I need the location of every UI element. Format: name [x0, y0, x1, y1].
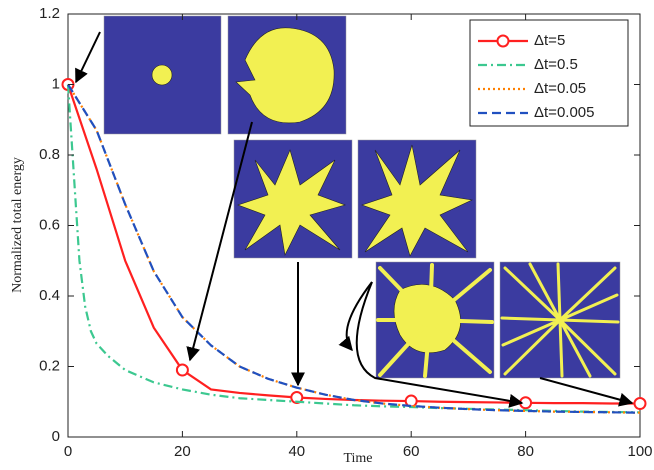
legend-label: Δt=5 [534, 32, 565, 49]
y-tick-label: 1 [52, 75, 60, 92]
chart: Normalized total energy Time 0 0.2 0.4 0.6 0… [0, 0, 654, 470]
y-tick-label: 0.4 [39, 287, 60, 304]
x-axis-label: Time [343, 451, 372, 466]
y-tick-label: 0 [52, 428, 60, 445]
x-tick-label: 100 [627, 443, 652, 460]
y-axis-label: Normalized total energy [10, 157, 25, 293]
y-tick-label: 0.8 [39, 146, 60, 163]
x-tick-label: 40 [288, 443, 305, 460]
x-tick-label: 60 [403, 443, 420, 460]
legend-label: Δt=0.5 [534, 56, 578, 73]
x-tick-label: 80 [517, 443, 534, 460]
x-tick-label: 20 [174, 443, 191, 460]
legend-marker [498, 36, 509, 47]
y-tick-label: 1.2 [39, 5, 60, 22]
series-marker [635, 398, 646, 409]
legend-label: Δt=0.05 [534, 80, 586, 97]
x-tick-label: 0 [64, 443, 72, 460]
legend-label: Δt=0.005 [534, 104, 594, 121]
series-marker [177, 365, 188, 376]
y-tick-label: 0.6 [39, 216, 60, 233]
y-tick-label: 0.2 [39, 357, 60, 374]
